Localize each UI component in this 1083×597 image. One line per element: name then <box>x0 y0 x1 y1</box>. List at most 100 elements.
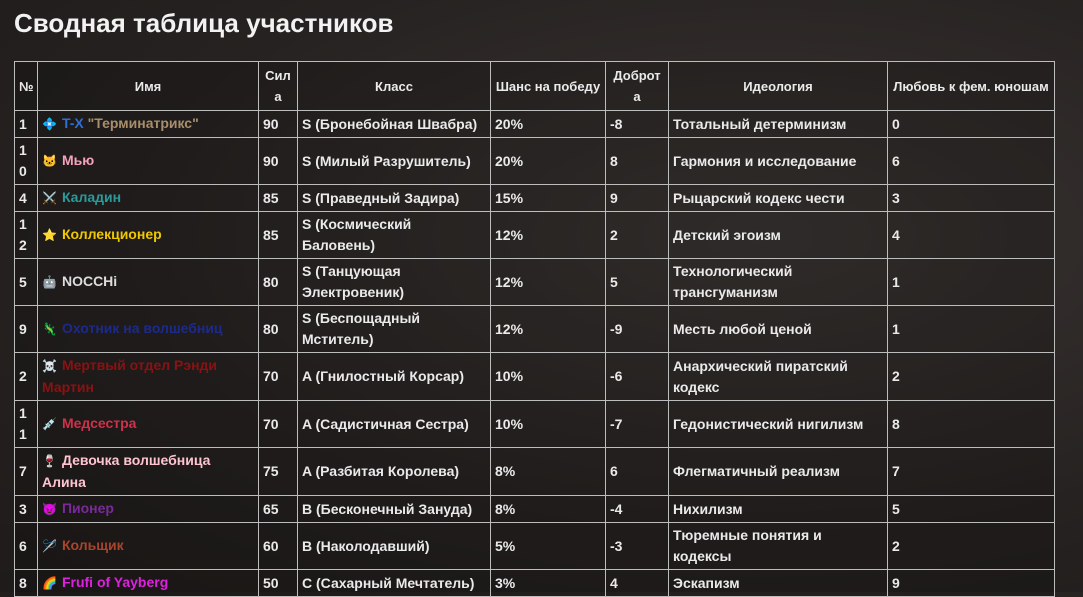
cell-love: 9 <box>887 569 1055 597</box>
participant-name: 😈 Пионер <box>37 495 259 523</box>
cell-love: 5 <box>887 495 1055 523</box>
cell-ideology: Месть любой ценой <box>668 305 888 353</box>
participant-icon: 🤖 <box>42 275 57 289</box>
table-row: 11 💉 Медсестра 70 A (Садистичная Сестра) 10% -… <box>14 400 1055 448</box>
cell-ideology: Гармония и исследование <box>668 137 888 185</box>
participant-name: 💉 Медсестра <box>37 400 259 448</box>
cell-power: 70 <box>258 400 298 448</box>
table-row: 7 🍷 Девочка волшебница Алина 75 A (Разбитая … <box>14 447 1055 496</box>
cell-chance: 20% <box>490 137 606 185</box>
participant-name: ⚔️ Каладин <box>37 184 259 212</box>
name-part: Медсестра <box>61 415 137 431</box>
table-row: 1 💠 T-X "Терминатрикс" 90 S (Бронебойная Шва… <box>14 110 1055 138</box>
cell-chance: 8% <box>490 447 606 496</box>
cell-class: B (Наколодавший) <box>297 522 491 570</box>
cell-class: B (Бесконечный Зануда) <box>297 495 491 523</box>
participant-name: 🦎 Охотник на волшебниц <box>37 305 259 353</box>
cell-love: 0 <box>887 110 1055 138</box>
name-part: T-X <box>61 115 84 131</box>
name-part: Каладин <box>61 189 122 205</box>
cell-kindness: -7 <box>605 400 669 448</box>
participant-name: 🌈 Frufi of Yayberg <box>37 569 259 597</box>
participant-icon: 😈 <box>42 502 57 516</box>
column-header: Сила <box>258 61 298 111</box>
participant-name: 💠 T-X "Терминатрикс" <box>37 110 259 138</box>
participant-name: 🤖 NOCCHi <box>37 258 259 306</box>
participant-icon: 🌈 <box>42 576 57 590</box>
table-row: 3 😈 Пионер 65 B (Бесконечный Зануда) 8% -4 Нихи… <box>14 495 1055 523</box>
table-row: 4 ⚔️ Каладин 85 S (Праведный Задира) 15% 9 Рыца… <box>14 184 1055 212</box>
cell-love: 1 <box>887 305 1055 353</box>
row-number: 2 <box>14 352 38 401</box>
column-header: Любовь к фем. юношам <box>887 61 1055 111</box>
row-number: 7 <box>14 447 38 496</box>
cell-power: 65 <box>258 495 298 523</box>
table-row: 10 🐱 Мью 90 S (Милый Разрушитель) 20% 8 Гармони… <box>14 137 1055 185</box>
cell-chance: 15% <box>490 184 606 212</box>
column-header: Идеология <box>668 61 888 111</box>
participants-table: № Имя Сила Класс Шанс на победу Доброта Идеоло… <box>14 61 1055 597</box>
row-number: 8 <box>14 569 38 597</box>
cell-chance: 8% <box>490 495 606 523</box>
row-number: 1 <box>14 110 38 138</box>
cell-power: 70 <box>258 352 298 401</box>
cell-kindness: 9 <box>605 184 669 212</box>
cell-chance: 5% <box>490 522 606 570</box>
cell-kindness: -8 <box>605 110 669 138</box>
cell-kindness: -4 <box>605 495 669 523</box>
cell-kindness: 4 <box>605 569 669 597</box>
name-part: Охотник на волшебниц <box>61 320 223 336</box>
cell-class: S (Беспощадный Мститель) <box>297 305 491 353</box>
row-number: 11 <box>14 400 38 448</box>
page-title: Сводная таблица участников <box>14 8 394 38</box>
cell-chance: 12% <box>490 211 606 259</box>
table-row: 6 🪡 Кольщик 60 B (Наколодавший) 5% -3 Тюремные … <box>14 522 1055 570</box>
cell-power: 50 <box>258 569 298 597</box>
cell-love: 2 <box>887 522 1055 570</box>
cell-ideology: Эскапизм <box>668 569 888 597</box>
name-part: Мью <box>61 152 95 168</box>
participant-icon: 🐱 <box>42 154 57 168</box>
table-row: 5 🤖 NOCCHi 80 S (Танцующая Электровеник) 12% 5… <box>14 258 1055 306</box>
cell-class: A (Разбитая Королева) <box>297 447 491 496</box>
row-number: 4 <box>14 184 38 212</box>
participant-icon: 💉 <box>42 417 57 431</box>
cell-love: 8 <box>887 400 1055 448</box>
cell-ideology: Гедонистический нигилизм <box>668 400 888 448</box>
table-body: 1 💠 T-X "Терминатрикс" 90 S (Бронебойная Шва… <box>14 110 1055 597</box>
cell-chance: 3% <box>490 569 606 597</box>
cell-chance: 12% <box>490 305 606 353</box>
cell-ideology: Нихилизм <box>668 495 888 523</box>
cell-love: 7 <box>887 447 1055 496</box>
cell-ideology: Рыцарский кодекс чести <box>668 184 888 212</box>
table-row: 12 ⭐ Коллекционер 85 S (Космический Баловень… <box>14 211 1055 259</box>
cell-power: 60 <box>258 522 298 570</box>
name-part: Мертвый отдел Рэнди Мартин <box>42 357 221 395</box>
cell-class: S (Праведный Задира) <box>297 184 491 212</box>
name-part: Девочка волшебница Алина <box>42 452 215 490</box>
table-row: 9 🦎 Охотник на волшебниц 80 S (Беспощадный М… <box>14 305 1055 353</box>
cell-power: 75 <box>258 447 298 496</box>
cell-power: 85 <box>258 184 298 212</box>
participant-name: 🪡 Кольщик <box>37 522 259 570</box>
participant-icon: 🪡 <box>42 539 57 553</box>
participant-icon: 🍷 <box>42 454 57 468</box>
row-number: 3 <box>14 495 38 523</box>
participant-icon: 💠 <box>42 117 57 131</box>
cell-power: 80 <box>258 305 298 353</box>
cell-class: S (Танцующая Электровеник) <box>297 258 491 306</box>
name-part: NOCCHi <box>61 273 118 289</box>
participant-name: 🍷 Девочка волшебница Алина <box>37 447 259 496</box>
participant-icon: ⚔️ <box>42 191 57 205</box>
participant-name: ☠️ Мертвый отдел Рэнди Мартин <box>37 352 259 401</box>
cell-kindness: -3 <box>605 522 669 570</box>
cell-kindness: 6 <box>605 447 669 496</box>
cell-class: A (Садистичная Сестра) <box>297 400 491 448</box>
participant-icon: 🦎 <box>42 322 57 336</box>
cell-kindness: -9 <box>605 305 669 353</box>
table-row: 8 🌈 Frufi of Yayberg 50 C (Сахарный Мечтател… <box>14 569 1055 597</box>
cell-power: 80 <box>258 258 298 306</box>
cell-chance: 20% <box>490 110 606 138</box>
participant-icon: ⭐ <box>42 228 57 242</box>
row-number: 6 <box>14 522 38 570</box>
